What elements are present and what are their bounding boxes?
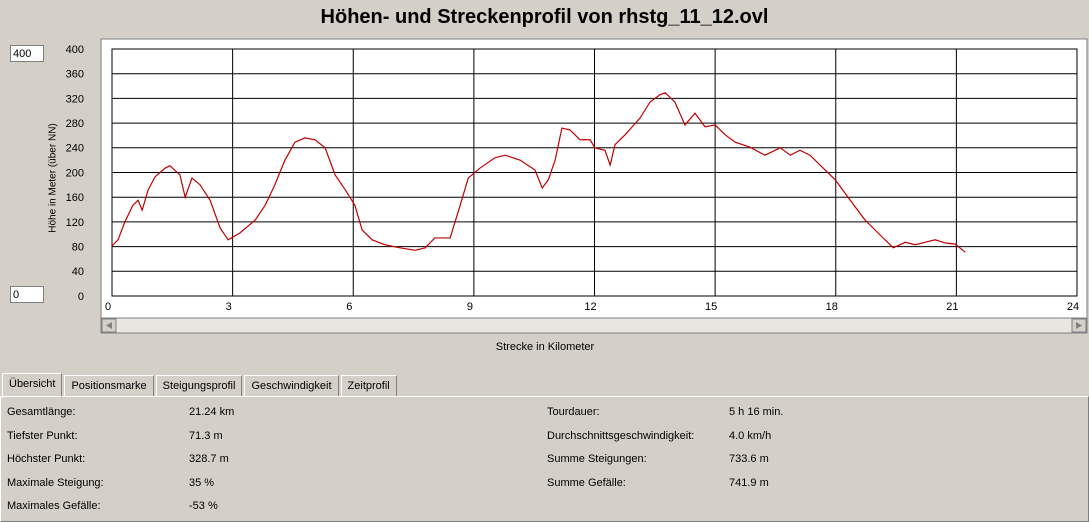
stat-label: Tiefster Punkt: xyxy=(7,429,78,442)
stat-label: Summe Gefälle: xyxy=(547,476,626,489)
x-tick-label: 18 xyxy=(826,301,838,313)
tab[interactable]: Übersicht xyxy=(2,373,63,398)
stat-label: Tourdauer: xyxy=(547,406,600,418)
y-tick-label: 360 xyxy=(66,69,84,81)
stat-value: 4.0 km/h xyxy=(729,429,772,442)
stat-value: -53 % xyxy=(189,500,218,512)
tab-bar: Übersicht Positionsmarke Steigungsprofil Ge… xyxy=(2,373,399,398)
y-axis-label: Höhe in Meter (über NN) xyxy=(48,123,59,232)
stat-label: Maximale Steigung: xyxy=(7,476,104,489)
title: Höhen- und Streckenprofil von rhstg_11_1… xyxy=(320,6,769,28)
y-tick-label: 320 xyxy=(66,93,84,105)
stat-label: Durchschnittsgeschwindigkeit: xyxy=(547,429,695,442)
stat-value: 71.3 m xyxy=(189,429,223,442)
y-tick-label: 80 xyxy=(72,242,84,254)
min-input[interactable]: 0 xyxy=(10,286,44,303)
chart: Strecke in Kilometer Höhe in Meter (über… xyxy=(48,38,1088,353)
x-tick-label: 3 xyxy=(226,301,232,313)
x-tick-label: 21 xyxy=(946,301,958,313)
x-tick-label: 6 xyxy=(346,301,352,313)
x-tick-label: 15 xyxy=(705,301,717,313)
stat-value: 741.9 m xyxy=(729,476,769,489)
arrow-icon xyxy=(1076,322,1082,329)
stat-label: Gesamtlänge: xyxy=(7,406,76,418)
y-tick-label: 0 xyxy=(78,291,84,303)
y-tick-label: 240 xyxy=(66,143,84,155)
tab[interactable]: Positionsmarke xyxy=(64,375,154,397)
summary-panel: Gesamtlänge: 21.24 km Tiefster Punkt: 71.3 … xyxy=(0,396,1089,522)
tab[interactable]: Steigungsprofil xyxy=(155,375,243,397)
tab[interactable]: Zeitprofil xyxy=(340,375,397,397)
stat-label: Summe Steigungen: xyxy=(547,453,647,465)
stat-value: 328.7 m xyxy=(189,453,229,465)
max-input[interactable]: 400 xyxy=(10,45,44,62)
x-tick-label: 24 xyxy=(1067,301,1079,313)
stat-value: 5 h 16 min. xyxy=(729,406,784,418)
tab[interactable]: Geschwindigkeit xyxy=(244,375,339,397)
y-tick-label: 40 xyxy=(72,266,84,278)
y-tick-label: 200 xyxy=(66,167,84,179)
stat-label: Maximales Gefälle: xyxy=(7,500,101,512)
stat-value: 733.6 m xyxy=(729,453,769,465)
stat-value: 35 % xyxy=(189,476,215,489)
arrow-icon xyxy=(106,322,112,329)
y-tick-label: 280 xyxy=(66,118,84,130)
y-tick-label: 400 xyxy=(66,44,84,56)
x-tick-label: 9 xyxy=(467,301,473,313)
stat-label: Höchster Punkt: xyxy=(7,453,86,465)
x-axis-label: Strecke in Kilometer xyxy=(496,341,595,353)
stat-value: 21.24 km xyxy=(189,406,235,418)
elevation-line xyxy=(111,92,966,253)
x-tick-label: 12 xyxy=(584,301,596,313)
y-tick-label: 160 xyxy=(66,192,84,204)
y-tick-label: 120 xyxy=(66,217,84,229)
scrollbar[interactable] xyxy=(100,317,1088,334)
x-tick-label: 0 xyxy=(105,301,111,313)
